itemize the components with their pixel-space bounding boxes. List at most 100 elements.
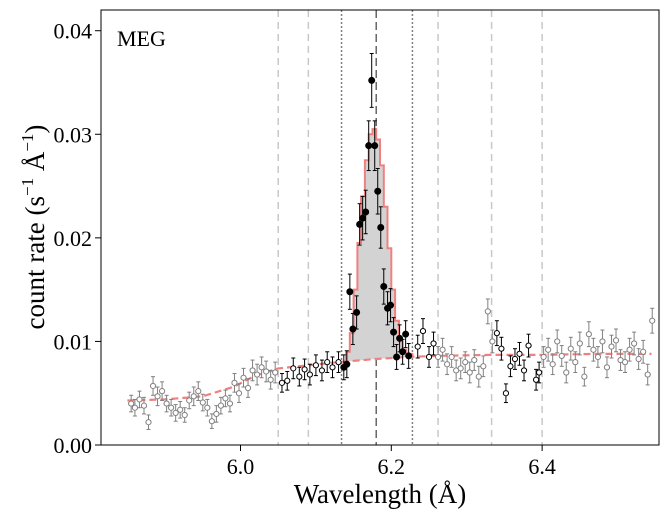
panel-label: MEG — [117, 26, 166, 51]
fit-point-40-0 — [507, 355, 514, 378]
fit-point-17-marker — [359, 214, 367, 222]
grey-point-0 — [128, 394, 135, 413]
fit-point-30-marker — [399, 348, 407, 356]
fit-point-45-marker — [532, 376, 540, 383]
x-axis-label: Wavelength (Å) — [294, 479, 467, 509]
grey-point-marker — [599, 338, 606, 345]
fit-point-30-0 — [399, 338, 407, 365]
grey-point-32 — [272, 361, 279, 384]
grey-point-marker — [480, 363, 487, 370]
fit-point-24-0 — [380, 268, 388, 305]
grey-point-52 — [567, 336, 574, 361]
fit-point-39-0 — [502, 383, 510, 404]
grey-point-marker — [439, 346, 446, 353]
plot-content — [127, 10, 656, 445]
grey-point-58 — [594, 346, 602, 368]
grey-point-40 — [466, 361, 473, 384]
grey-point-marker — [466, 369, 473, 376]
grey-point-70 — [649, 307, 656, 334]
fit-point-32-0 — [405, 343, 413, 369]
fit-point-12-marker — [343, 360, 351, 368]
grey-point-36 — [448, 346, 455, 368]
grey-point-marker — [626, 346, 633, 353]
fit-point-35-0 — [425, 346, 433, 368]
grey-point-18 — [208, 413, 215, 429]
grey-point-56 — [585, 321, 592, 348]
fit-point-4-marker — [301, 366, 308, 373]
grey-point-marker — [448, 353, 455, 361]
fit-point-39-marker — [502, 390, 510, 397]
fit-point-29-marker — [396, 334, 404, 342]
fit-point-43-marker — [520, 367, 528, 374]
grey-point-marker — [222, 395, 229, 402]
grey-point-marker — [181, 411, 188, 419]
fit-point-12-0 — [343, 350, 351, 379]
grey-point-marker — [195, 388, 202, 395]
grey-point-marker — [576, 340, 583, 347]
grey-point-marker — [235, 390, 243, 397]
grey-point-55 — [581, 366, 588, 387]
grey-point-35 — [444, 353, 451, 376]
fit-point-28-marker — [393, 353, 401, 361]
x-tick-label-2: 6.4 — [528, 454, 556, 479]
grey-point-marker — [549, 361, 556, 368]
y-axis-label-mid: Å — [20, 151, 50, 178]
fit-point-6-0 — [312, 354, 320, 377]
grey-point-37 — [453, 359, 460, 382]
grey-point-43 — [480, 355, 487, 378]
fit-point-20-marker — [368, 76, 376, 84]
fit-point-8-0 — [324, 351, 331, 373]
fit-point-2-marker — [290, 365, 297, 372]
y-axis-label: count rate (s−1 Å−1) — [18, 125, 50, 330]
fit-point-2-0 — [290, 357, 297, 380]
grey-point-marker — [608, 343, 615, 350]
grey-point-64 — [621, 351, 629, 373]
grey-point-marker — [554, 338, 561, 345]
y-tick-label-1: 0.01 — [54, 329, 93, 354]
grey-point-marker — [567, 345, 574, 352]
grey-point-2 — [136, 390, 143, 409]
fit-point-27-0 — [390, 317, 398, 348]
grey-point-60 — [603, 356, 611, 379]
fit-point-32-marker — [405, 352, 413, 360]
grey-point-marker — [158, 388, 166, 395]
grey-point-marker — [581, 373, 588, 380]
grey-point-marker — [590, 346, 597, 353]
grey-point-marker — [457, 365, 464, 372]
grey-point-25 — [240, 367, 247, 388]
fit-point-9-0 — [329, 356, 336, 379]
fit-point-15-marker — [353, 308, 361, 316]
grey-point-marker — [244, 384, 252, 392]
fit-point-26-0 — [387, 288, 395, 323]
grey-point-marker — [545, 346, 552, 353]
fit-point-1-0 — [284, 370, 291, 391]
y-tick-label-3: 0.03 — [54, 122, 93, 147]
grey-point-23 — [231, 373, 238, 393]
grey-point-54 — [576, 331, 583, 356]
grey-point-66 — [631, 331, 638, 356]
grey-point-marker — [226, 400, 234, 407]
grey-point-marker — [177, 406, 184, 413]
fit-point-18-0 — [362, 189, 370, 235]
x-tick-label-0: 6.0 — [227, 454, 255, 479]
grey-point-3 — [140, 396, 148, 415]
fit-point-46-marker — [536, 369, 543, 376]
grey-point-marker — [204, 404, 211, 411]
grey-point-marker — [168, 404, 175, 411]
grey-point-41 — [471, 349, 478, 371]
fit-point-10-0 — [335, 351, 342, 373]
fit-point-40-marker — [507, 363, 514, 370]
grey-point-15 — [195, 381, 202, 401]
fit-point-13-0 — [346, 273, 354, 310]
grey-point-marker — [475, 373, 482, 380]
grey-point-marker — [258, 364, 265, 371]
fit-point-26-marker — [387, 301, 395, 309]
fit-point-34-marker — [419, 327, 427, 335]
fit-point-6-marker — [312, 362, 320, 369]
grey-point-51 — [563, 361, 570, 384]
y-tick-label-2: 0.02 — [54, 226, 93, 251]
fit-point-0-marker — [278, 379, 286, 386]
fit-point-21-0 — [371, 120, 379, 172]
grey-point-26 — [244, 378, 252, 398]
